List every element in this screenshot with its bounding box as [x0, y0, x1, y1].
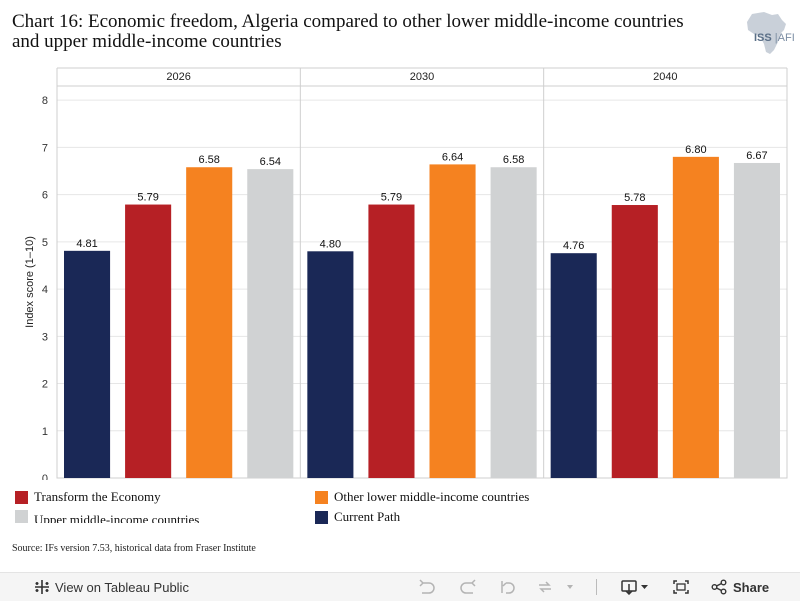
fullscreen-icon [673, 580, 689, 594]
y-tick-label: 8 [42, 95, 48, 107]
legend-label: Other lower middle-income countries [334, 489, 530, 504]
logo-afi-text: AFI [777, 32, 795, 44]
panel-header-2030: 2030 [410, 71, 434, 83]
share-button[interactable]: Share [711, 573, 769, 601]
view-on-tableau-label: View on Tableau Public [55, 579, 189, 595]
bar [550, 253, 597, 478]
undo-button[interactable] [418, 573, 436, 601]
legend-label: Transform the Economy [34, 489, 161, 504]
legend-swatch [15, 510, 28, 523]
legend-label: Current Path [334, 509, 401, 524]
y-axis-label: Index score (1–10) [24, 236, 36, 328]
chart-title: Chart 16: Economic freedom, Algeria comp… [12, 11, 684, 52]
legend-swatch [315, 490, 328, 504]
y-tick-label: 6 [42, 190, 48, 202]
revert-icon [501, 581, 515, 594]
chevron-down-icon [567, 585, 573, 589]
y-tick-label: 2 [42, 379, 48, 391]
legend-item-upper-middle[interactable]: Upper middle-income countries [15, 510, 199, 523]
logo-text: ISS |AFI [754, 32, 795, 44]
data-label: 5.79 [137, 192, 158, 204]
tableau-toolbar: View on Tableau Public [0, 572, 800, 601]
panel-header-2040: 2040 [653, 71, 677, 83]
data-label: 6.54 [260, 156, 281, 168]
legend-swatch [15, 490, 28, 504]
data-label: 5.78 [624, 192, 645, 204]
data-label: 5.79 [381, 192, 402, 204]
bar-chart: 0 1 2 3 4 5 6 7 8 Index score (1–10) 2026 2030 2040 4… [24, 67, 788, 480]
refresh-dropdown-button[interactable] [565, 573, 575, 601]
y-tick-label: 4 [42, 284, 48, 296]
revert-button[interactable] [498, 573, 516, 601]
legend-label: Upper middle-income countries [34, 512, 200, 523]
bar [64, 250, 111, 478]
bar [125, 204, 172, 479]
data-label: 6.64 [442, 151, 463, 163]
y-tick-label: 1 [42, 426, 48, 438]
redo-icon [460, 579, 476, 594]
tableau-logo-icon [35, 580, 49, 594]
fullscreen-button[interactable] [672, 573, 690, 601]
toolbar-divider [596, 579, 597, 595]
view-on-tableau-button[interactable]: View on Tableau Public [34, 573, 189, 601]
data-label: 4.81 [76, 238, 97, 250]
legend-item-lower-middle[interactable]: Other lower middle-income countries [315, 489, 529, 505]
share-label: Share [733, 579, 770, 595]
plot-frame [56, 85, 788, 479]
bar [186, 167, 233, 478]
data-label: 6.58 [503, 154, 524, 166]
share-icon [711, 579, 727, 595]
undo-icon [419, 579, 435, 594]
panel-header-2026: 2026 [166, 71, 190, 83]
source-note: Source: IFs version 7.53, historical dat… [12, 543, 256, 554]
logo-iss-text: ISS [754, 32, 772, 44]
bar [672, 156, 719, 478]
bar [490, 167, 537, 478]
y-tick-label: 3 [42, 331, 48, 343]
bar [733, 162, 780, 478]
legend-item-current-path[interactable]: Current Path [315, 509, 400, 525]
bar [611, 205, 658, 479]
data-label: 6.80 [685, 144, 706, 156]
legend-item-transform[interactable]: Transform the Economy [15, 489, 161, 505]
bar [247, 169, 294, 478]
legend: Transform the Economy Other lower middle… [0, 484, 800, 530]
redo-button[interactable] [459, 573, 477, 601]
refresh-button[interactable] [536, 573, 554, 601]
download-icon [621, 580, 648, 595]
bar [368, 204, 415, 479]
legend-swatch [315, 510, 328, 524]
y-tick-label: 7 [42, 142, 48, 154]
data-label: 4.80 [320, 238, 341, 250]
data-label: 6.58 [198, 154, 219, 166]
y-tick-label: 5 [42, 237, 48, 249]
africa-logo-icon [747, 12, 786, 54]
refresh-icon [539, 581, 551, 593]
y-tick-label: 0 [42, 473, 48, 480]
download-button[interactable] [621, 573, 651, 601]
data-label: 4.76 [563, 240, 584, 252]
bar [429, 164, 476, 478]
data-label: 6.67 [746, 150, 767, 162]
bar [307, 251, 354, 478]
